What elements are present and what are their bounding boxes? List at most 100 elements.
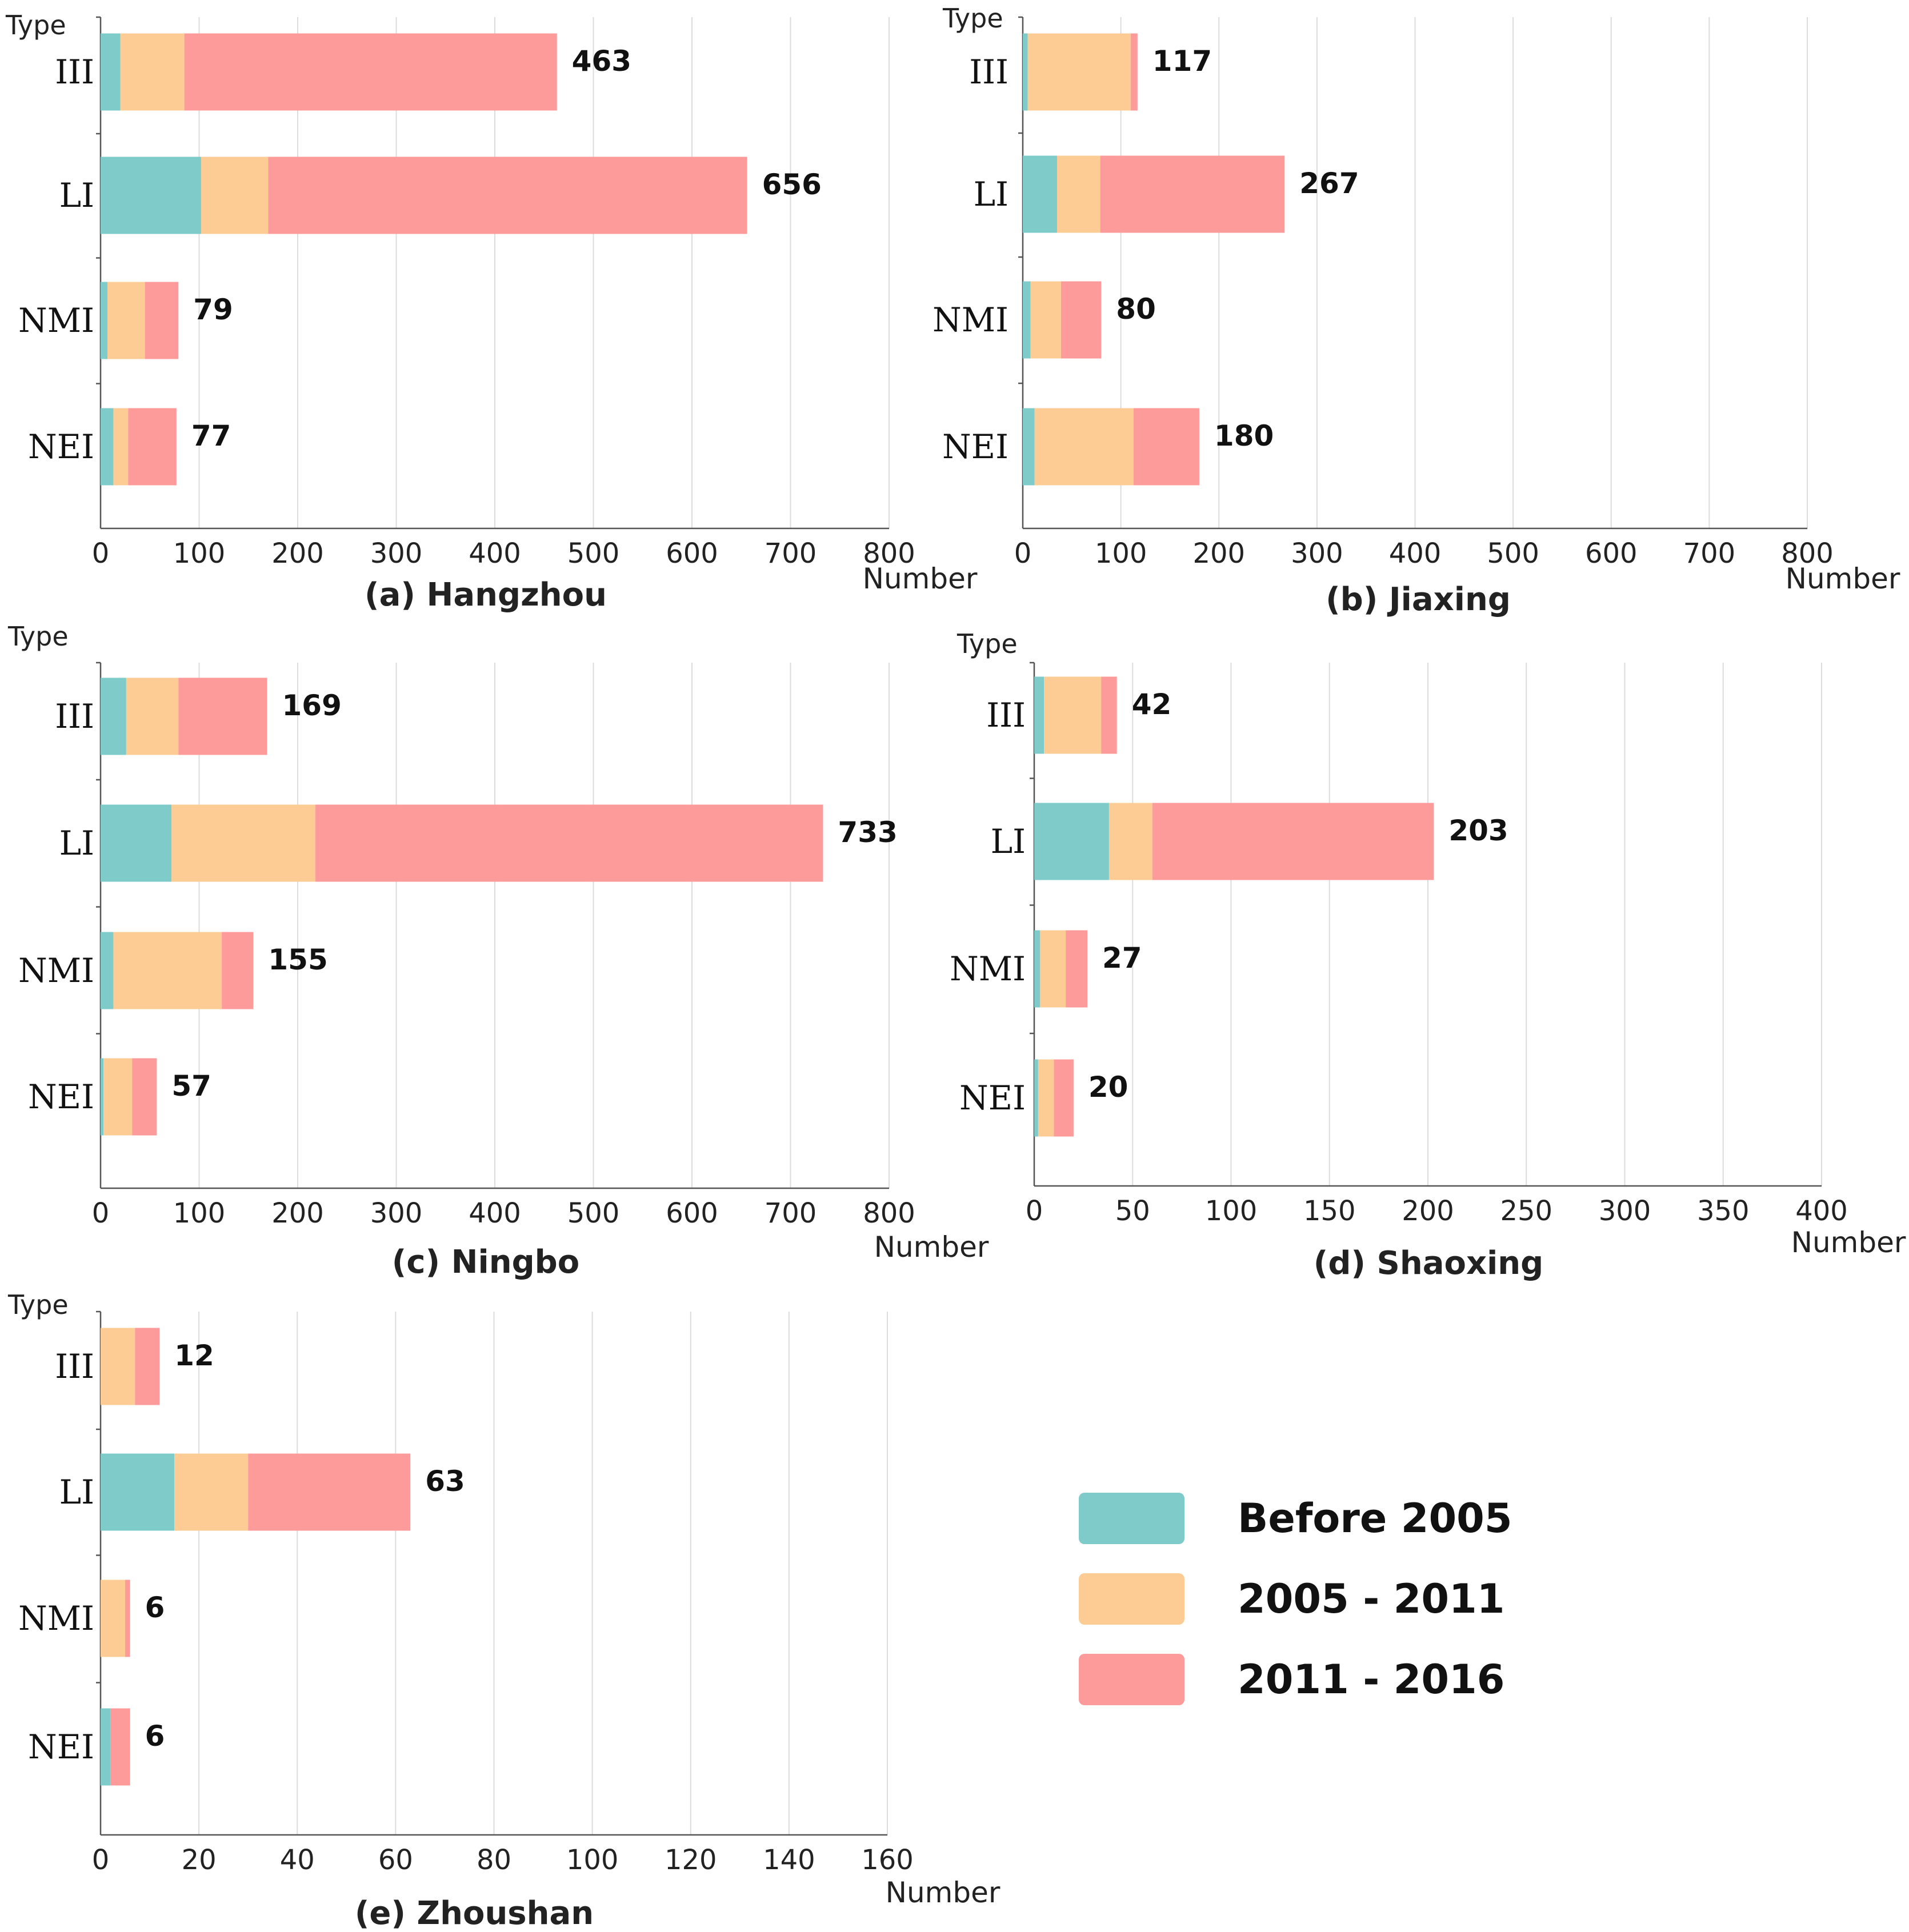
data-label-total: 267 (1299, 167, 1359, 200)
data-label-total: 77 (191, 419, 231, 452)
bar-segment-2005-2011 (1040, 930, 1066, 1008)
category-label: NMI (18, 951, 94, 990)
x-tick-label: 200 (1402, 1195, 1454, 1227)
data-label-total: 63 (425, 1465, 465, 1498)
category-label: NMI (18, 301, 94, 340)
bar-segment-before-2005 (101, 678, 126, 755)
bar-segment-2005-2011 (103, 1058, 133, 1136)
bar-segment-2005-2011 (174, 1453, 249, 1531)
data-label-total: 656 (762, 168, 822, 201)
x-tick-label: 800 (1781, 538, 1834, 570)
chart-panel-jiaxing: 0 100 200 300 400 500 600 700 800 Type Number (b) J… (933, 3, 1900, 618)
x-tick-label: 400 (1795, 1195, 1848, 1227)
x-tick-label: 800 (863, 1197, 915, 1229)
category-label: NEI (28, 1077, 94, 1116)
bar-segment-before-2005 (1023, 281, 1031, 359)
data-label-total: 6 (145, 1591, 165, 1624)
x-tick-label: 200 (271, 538, 324, 570)
bar-segment-2011-2016 (1054, 1059, 1074, 1137)
x-tick-label: 150 (1303, 1195, 1356, 1227)
x-tick-label: 60 (378, 1844, 413, 1876)
legend-label: Before 2005 (1238, 1495, 1512, 1542)
bar-segment-2011-2016 (178, 678, 267, 755)
bar-segment-2011-2016 (315, 804, 823, 882)
data-label-total: 733 (838, 816, 897, 849)
data-label-total: 79 (193, 293, 233, 326)
bar-segment-before-2005 (101, 932, 114, 1009)
x-tick-label: 500 (567, 538, 620, 570)
x-tick-label: 350 (1697, 1195, 1750, 1227)
bar-segment-2005-2011 (1044, 676, 1102, 754)
legend-swatch (1079, 1654, 1184, 1705)
x-tick-label: 250 (1500, 1195, 1552, 1227)
x-tick-label: 20 (182, 1844, 217, 1876)
x-tick-label: 100 (173, 538, 226, 570)
legend-label: 2005 - 2011 (1238, 1576, 1504, 1622)
legend-swatch (1079, 1573, 1184, 1625)
x-tick-label: 160 (861, 1844, 914, 1876)
bar-segment-before-2005 (1034, 930, 1040, 1008)
data-label-total: 80 (1116, 292, 1156, 326)
bar-segment-before-2005 (101, 1453, 175, 1531)
bar-segment-2011-2016 (1152, 803, 1434, 880)
x-tick-label: 0 (1026, 1195, 1043, 1227)
bar-segment-2011-2016 (222, 932, 254, 1009)
category-label: NMI (18, 1599, 94, 1638)
bar-segment-before-2005 (101, 157, 201, 234)
bar-segment-2011-2016 (125, 1580, 130, 1657)
bar-segment-2005-2011 (1057, 155, 1100, 233)
bar-segment-2011-2016 (135, 1328, 160, 1405)
bar-segment-2005-2011 (113, 408, 129, 486)
bar-segment-before-2005 (101, 1058, 104, 1136)
data-label-total: 20 (1088, 1071, 1128, 1104)
x-tick-label: 400 (469, 1197, 521, 1229)
category-label: NEI (28, 1727, 94, 1766)
bar-segment-before-2005 (1034, 676, 1044, 754)
y-axis-title: Type (956, 628, 1018, 659)
data-label-total: 180 (1214, 419, 1274, 452)
bar-segment-2005-2011 (1027, 33, 1131, 111)
bar-segment-2011-2016 (268, 157, 747, 234)
category-label: NMI (933, 300, 1008, 339)
y-axis-title: Type (942, 3, 1003, 34)
category-label: LI (59, 176, 94, 215)
y-axis-title: Type (7, 621, 69, 652)
data-label-total: 117 (1152, 45, 1212, 78)
chart-panel-zhoushan: 0 20 40 60 80 100 120 140 160 Type Number (e) Zhous… (7, 1289, 1000, 1932)
bar-segment-before-2005 (101, 408, 114, 486)
chart-title: (a) Hangzhou (365, 576, 607, 614)
bar-segment-before-2005 (101, 804, 172, 882)
data-label-total: 463 (572, 45, 631, 78)
bar-segment-2005-2011 (1030, 281, 1061, 359)
x-tick-label: 300 (1599, 1195, 1651, 1227)
x-tick-label: 300 (370, 538, 423, 570)
x-tick-label: 120 (665, 1844, 717, 1876)
x-tick-label: 600 (666, 538, 718, 570)
bar-segment-before-2005 (1034, 1059, 1038, 1137)
category-label: LI (59, 824, 94, 863)
bar-segment-2011-2016 (1066, 930, 1088, 1008)
x-tick-label: 500 (1487, 538, 1539, 570)
category-label: LI (991, 822, 1026, 861)
x-tick-label: 600 (1585, 538, 1638, 570)
bar-segment-before-2005 (101, 33, 121, 111)
x-tick-label: 100 (1205, 1195, 1258, 1227)
data-label-total: 57 (171, 1069, 211, 1103)
x-tick-label: 50 (1115, 1195, 1150, 1227)
bar-segment-before-2005 (1034, 803, 1109, 880)
x-tick-label: 0 (1014, 538, 1032, 570)
x-tick-label: 0 (92, 1197, 110, 1229)
data-label-total: 169 (282, 689, 342, 722)
category-label: LI (974, 175, 1008, 214)
data-label-total: 203 (1448, 814, 1508, 847)
bar-segment-2011-2016 (1100, 155, 1285, 233)
bar-segment-2005-2011 (201, 157, 269, 234)
x-tick-label: 700 (765, 1197, 817, 1229)
chart-panel-shaoxing: 0 50 100 150 200 250 300 350 400 Type Number (d) Sh… (950, 628, 1906, 1282)
x-tick-label: 140 (763, 1844, 815, 1876)
bar-segment-2005-2011 (101, 1580, 126, 1657)
bar-segment-2011-2016 (132, 1058, 157, 1136)
x-tick-label: 300 (370, 1197, 423, 1229)
x-tick-label: 0 (92, 538, 110, 570)
